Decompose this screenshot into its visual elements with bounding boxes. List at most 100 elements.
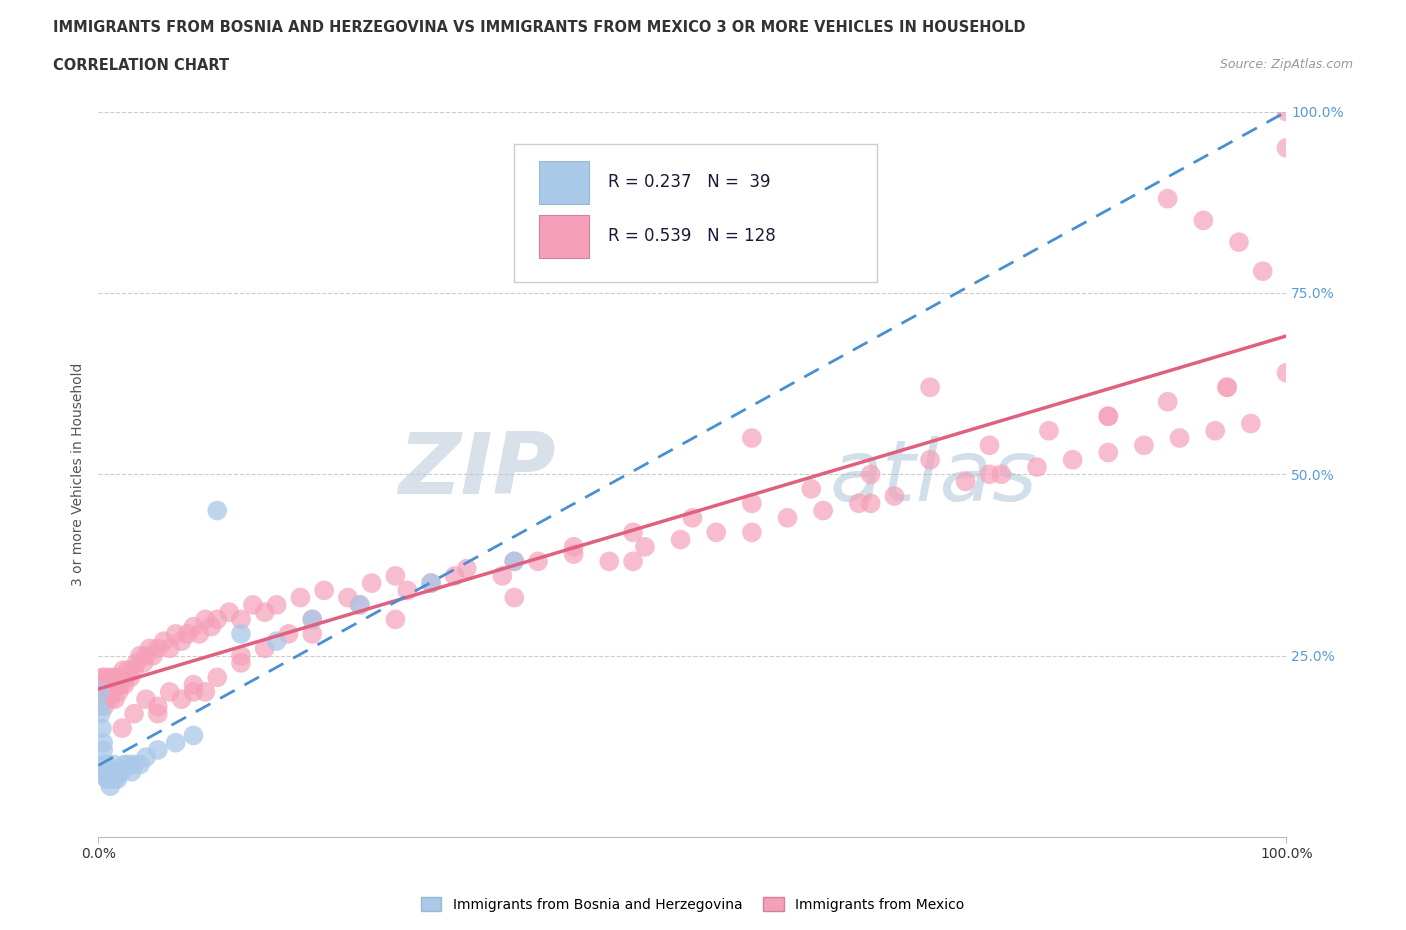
Text: Source: ZipAtlas.com: Source: ZipAtlas.com [1219, 58, 1353, 71]
Point [1156, 394, 1178, 409]
Point [98, 670, 121, 684]
Point [114, 670, 136, 684]
Point [103, 677, 125, 692]
Point [621, 554, 644, 569]
Point [242, 597, 264, 612]
Point [384, 612, 406, 627]
Point [89, 684, 111, 699]
Point [146, 641, 169, 656]
Point [146, 742, 169, 757]
FancyBboxPatch shape [515, 144, 876, 282]
Point [101, 670, 124, 684]
Point [1156, 192, 1178, 206]
Point [87, 699, 110, 714]
Point [87, 699, 110, 714]
Point [800, 482, 823, 497]
Point [122, 663, 145, 678]
Point [1275, 104, 1298, 119]
Point [125, 656, 148, 671]
Point [669, 532, 692, 547]
Point [94, 692, 117, 707]
Point [114, 757, 136, 772]
Point [1097, 409, 1119, 424]
Point [98, 692, 121, 707]
Point [105, 764, 128, 779]
Point [776, 511, 799, 525]
Point [104, 772, 127, 787]
Point [301, 612, 323, 627]
Point [170, 692, 193, 707]
Point [114, 677, 136, 692]
Point [503, 554, 526, 569]
Point [122, 706, 145, 721]
Point [420, 576, 443, 591]
Point [920, 379, 942, 394]
Text: R = 0.237   N =  39: R = 0.237 N = 39 [609, 173, 770, 191]
Point [159, 684, 181, 699]
Point [165, 736, 187, 751]
Point [93, 757, 115, 772]
Point [117, 663, 139, 678]
Point [135, 648, 157, 663]
Point [101, 764, 124, 779]
Point [207, 612, 229, 627]
Point [384, 568, 406, 583]
Point [1097, 445, 1119, 460]
Point [188, 627, 211, 642]
Y-axis label: 3 or more Vehicles in Household: 3 or more Vehicles in Household [72, 363, 86, 586]
Legend: Immigrants from Bosnia and Herzegovina, Immigrants from Mexico: Immigrants from Bosnia and Herzegovina, … [415, 891, 970, 917]
Point [336, 591, 359, 605]
Point [98, 772, 121, 787]
Point [120, 670, 142, 684]
Point [93, 670, 115, 684]
Point [91, 670, 114, 684]
Text: atlas: atlas [830, 436, 1038, 520]
Point [859, 496, 882, 511]
Point [100, 684, 122, 699]
Point [301, 627, 323, 642]
Point [91, 684, 114, 699]
Point [527, 554, 550, 569]
Point [229, 612, 252, 627]
Point [98, 677, 121, 692]
Point [194, 684, 217, 699]
FancyBboxPatch shape [538, 161, 589, 204]
Point [103, 757, 125, 772]
Point [290, 591, 312, 605]
Point [979, 467, 1001, 482]
Point [266, 597, 288, 612]
Point [277, 627, 299, 642]
Point [955, 474, 977, 489]
Point [360, 576, 382, 591]
Point [138, 641, 160, 656]
Point [107, 684, 129, 699]
Point [117, 757, 139, 772]
Point [444, 568, 467, 583]
Point [107, 670, 129, 684]
Point [1038, 423, 1060, 438]
Text: IMMIGRANTS FROM BOSNIA AND HERZEGOVINA VS IMMIGRANTS FROM MEXICO 3 OR MORE VEHIC: IMMIGRANTS FROM BOSNIA AND HERZEGOVINA V… [53, 20, 1026, 35]
Point [129, 757, 152, 772]
Point [1168, 431, 1191, 445]
Point [108, 670, 131, 684]
Point [1097, 409, 1119, 424]
Point [1216, 379, 1239, 394]
Point [135, 692, 157, 707]
Point [491, 568, 513, 583]
Point [420, 576, 443, 591]
Point [396, 583, 419, 598]
Point [135, 750, 157, 764]
Point [456, 561, 478, 576]
Point [100, 764, 122, 779]
Point [176, 627, 198, 642]
Point [621, 525, 644, 539]
FancyBboxPatch shape [538, 216, 589, 259]
Point [104, 692, 127, 707]
Point [1216, 379, 1239, 394]
Point [90, 706, 112, 721]
Point [91, 721, 114, 736]
Point [1275, 365, 1298, 380]
Point [229, 627, 252, 642]
Point [146, 706, 169, 721]
Point [183, 684, 205, 699]
